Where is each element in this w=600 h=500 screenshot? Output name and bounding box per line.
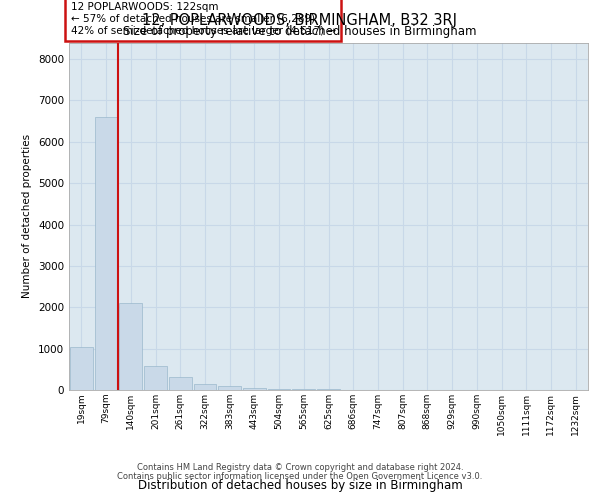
Bar: [268, 388, 290, 390]
Text: 12, POPLARWOODS, BIRMINGHAM, B32 3RJ: 12, POPLARWOODS, BIRMINGHAM, B32 3RJ: [143, 12, 458, 28]
Bar: [243, 388, 266, 390]
Bar: [144, 366, 167, 390]
Bar: [169, 377, 191, 390]
Bar: [119, 303, 142, 390]
Bar: [218, 386, 241, 390]
Text: 12 POPLARWOODS: 122sqm
← 57% of detached houses are smaller (6,289)
42% of semi-: 12 POPLARWOODS: 122sqm ← 57% of detached…: [71, 2, 335, 35]
Bar: [70, 346, 93, 390]
Text: Distribution of detached houses by size in Birmingham: Distribution of detached houses by size …: [137, 480, 463, 492]
Text: Contains HM Land Registry data © Crown copyright and database right 2024.: Contains HM Land Registry data © Crown c…: [137, 464, 463, 472]
Bar: [194, 384, 216, 390]
Text: Contains public sector information licensed under the Open Government Licence v3: Contains public sector information licen…: [118, 472, 482, 481]
Y-axis label: Number of detached properties: Number of detached properties: [22, 134, 32, 298]
Bar: [292, 389, 315, 390]
Bar: [95, 117, 118, 390]
Text: Size of property relative to detached houses in Birmingham: Size of property relative to detached ho…: [123, 25, 477, 38]
